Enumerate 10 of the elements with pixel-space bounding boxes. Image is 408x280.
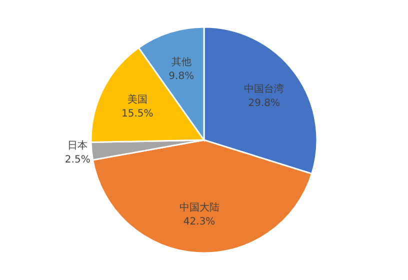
data-label: 29.8%: [248, 98, 280, 109]
data-label: 42.3%: [183, 216, 216, 228]
slice-label: 中国台湾: [244, 82, 284, 95]
data-label: 15.5%: [122, 108, 154, 120]
slice-label: 其他: [171, 56, 192, 68]
data-label: 2.5%: [64, 154, 90, 166]
data-label: 9.8%: [168, 70, 194, 82]
slice-label: 日本: [68, 140, 88, 152]
slice-label: 美国: [127, 93, 148, 106]
slice-label: 中国大陆: [179, 201, 220, 214]
